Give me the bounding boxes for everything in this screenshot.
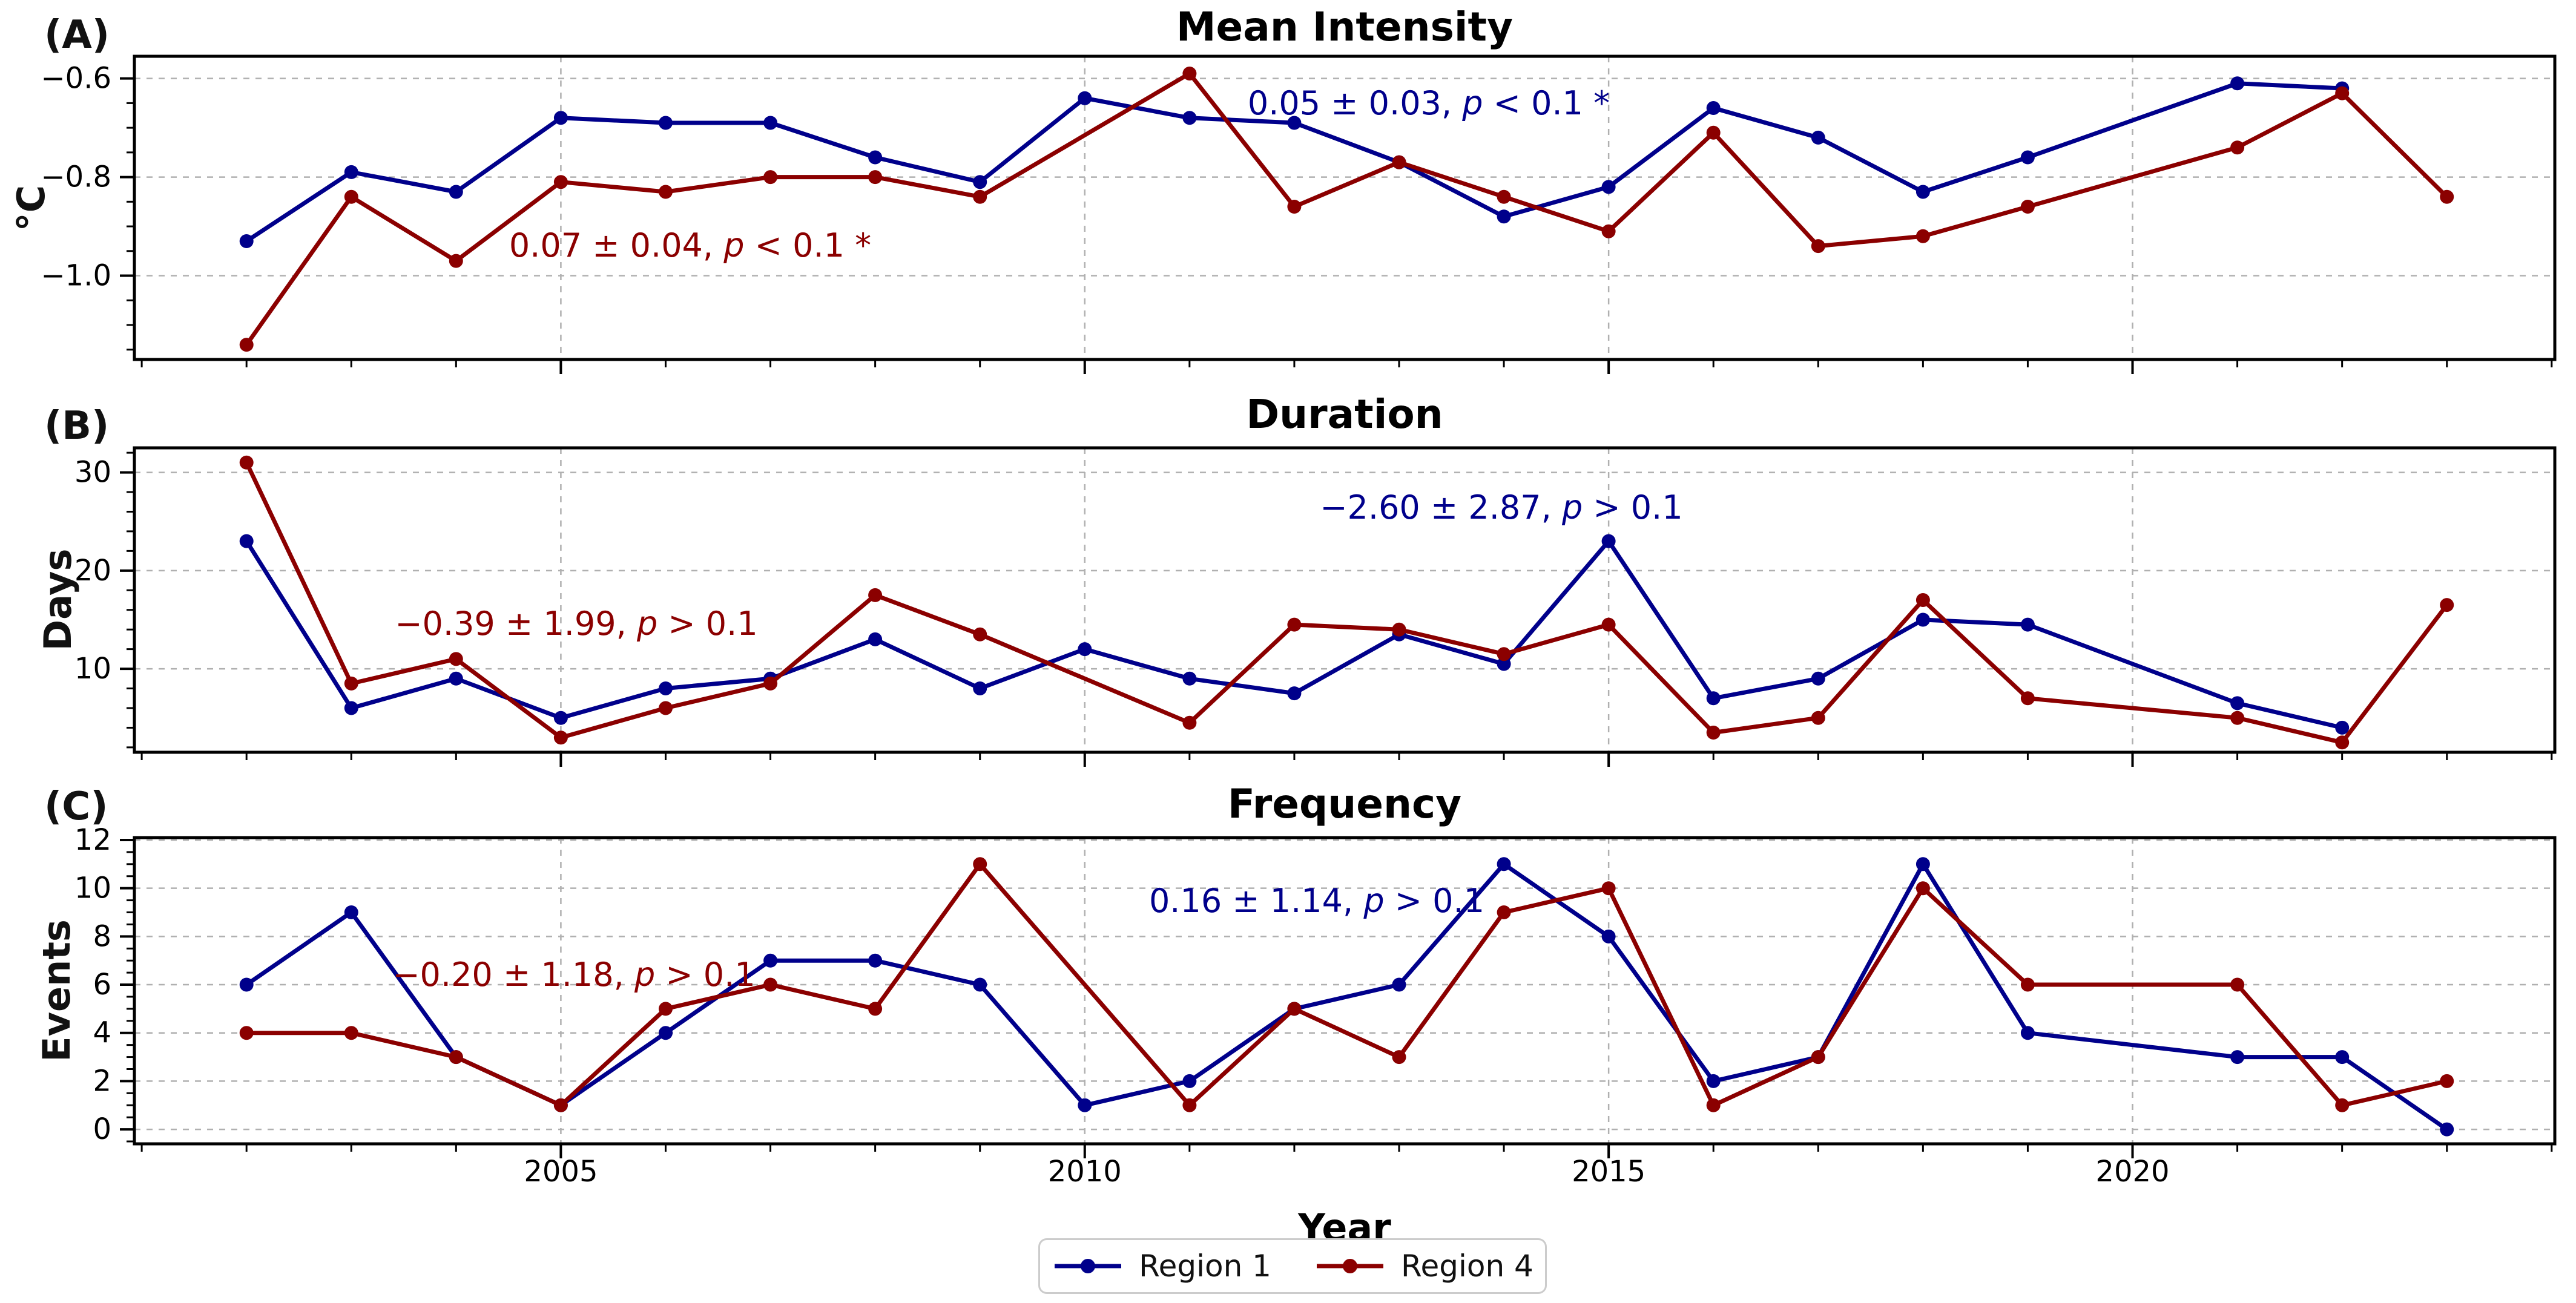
panel-c-ytick-label: 4: [93, 1016, 111, 1050]
region-4-series-panel-c: [239, 857, 2454, 1112]
x-tick-label-2020: 2020: [2095, 1155, 2169, 1189]
panel-b-letter: (B): [44, 404, 110, 448]
legend-item-region-1: Region 1: [1052, 1251, 1271, 1281]
annotation-region-1-panel-b: −2.60 ± 2.87, p > 0.1: [1320, 488, 1682, 527]
panel-b-ytick-label: 20: [74, 554, 111, 588]
panel-a-ytick-label: −1.0: [41, 259, 111, 293]
panel-c-title: Frequency: [1227, 781, 1462, 827]
panel-a-ytick-label: −0.8: [41, 160, 111, 194]
annotation-region-4-panel-a: 0.07 ± 0.04, p < 0.1 *: [509, 226, 871, 264]
region-1-series-panel-b: [239, 534, 2350, 735]
region-4-series-panel-b: [239, 455, 2454, 750]
panel-c-ytick-label: 10: [74, 871, 111, 905]
panel-c-ytick-label: 0: [93, 1112, 111, 1146]
x-tick-label-2005: 2005: [524, 1155, 598, 1189]
annotation-region-4-panel-c: −0.20 ± 1.18, p > 0.1: [392, 956, 755, 994]
panel-a-ytick-label: −0.6: [41, 62, 111, 96]
panel-b: 30 20 10 −2.60 ± 2.87, p > 0.1 −0.39 ± 1.99,…: [74, 446, 2557, 767]
panel-a-title: Mean Intensity: [1176, 4, 1514, 50]
x-tick-label-2010: 2010: [1048, 1155, 1122, 1189]
legend: Region 1 Region 4: [1038, 1238, 1547, 1294]
region-4-series-panel-a: [239, 67, 2454, 352]
panel-a-letter: (A): [44, 13, 110, 57]
panel-c-ytick-label: 8: [93, 919, 111, 953]
panel-c-spine: [133, 836, 2557, 1146]
legend-label-region-4: Region 4: [1401, 1249, 1533, 1284]
panel-c: 12 10 8 6 4 2 0 2005 2010 2015 2020 0.16 ± 1.14, p …: [74, 823, 2557, 1189]
legend-marker-region-4: [1317, 1259, 1383, 1273]
panel-b-grid: [134, 448, 2555, 752]
panel-a: −0.6 −0.8 −1.0 0.05 ± 0.03, p < 0.1 * 0.07 ±…: [41, 54, 2557, 374]
annotation-region-1-panel-a: 0.05 ± 0.03, p < 0.1 *: [1248, 84, 1610, 122]
panel-a-spine: [133, 54, 2557, 361]
region-1-series-panel-a: [239, 76, 2350, 248]
legend-item-region-4: Region 4: [1314, 1251, 1533, 1281]
annotation-region-1-panel-c: 0.16 ± 1.14, p > 0.1: [1149, 882, 1484, 920]
panel-a-ticks: [120, 77, 2553, 374]
panel-c-ytick-label: 2: [93, 1064, 111, 1098]
annotation-region-4-panel-b: −0.39 ± 1.99, p > 0.1: [395, 605, 757, 643]
panel-c-ytick-label: 12: [74, 823, 111, 857]
panel-a-y-axis-label: °C: [9, 185, 53, 232]
panel-a-grid: [134, 56, 2555, 359]
x-tick-label-2015: 2015: [1572, 1155, 1645, 1189]
panel-b-title: Duration: [1246, 391, 1443, 438]
panel-b-ytick-label: 10: [74, 652, 111, 686]
legend-marker-region-1: [1055, 1259, 1122, 1273]
panel-b-ytick-label: 30: [74, 456, 111, 490]
panel-c-ytick-label: 6: [93, 968, 111, 1002]
panel-c-letter: (C): [44, 784, 108, 829]
legend-label-region-1: Region 1: [1139, 1249, 1271, 1284]
panel-c-y-axis-label: Events: [35, 919, 79, 1062]
panel-b-y-axis-label: Days: [36, 548, 80, 651]
panel-b-spine: [133, 446, 2557, 754]
